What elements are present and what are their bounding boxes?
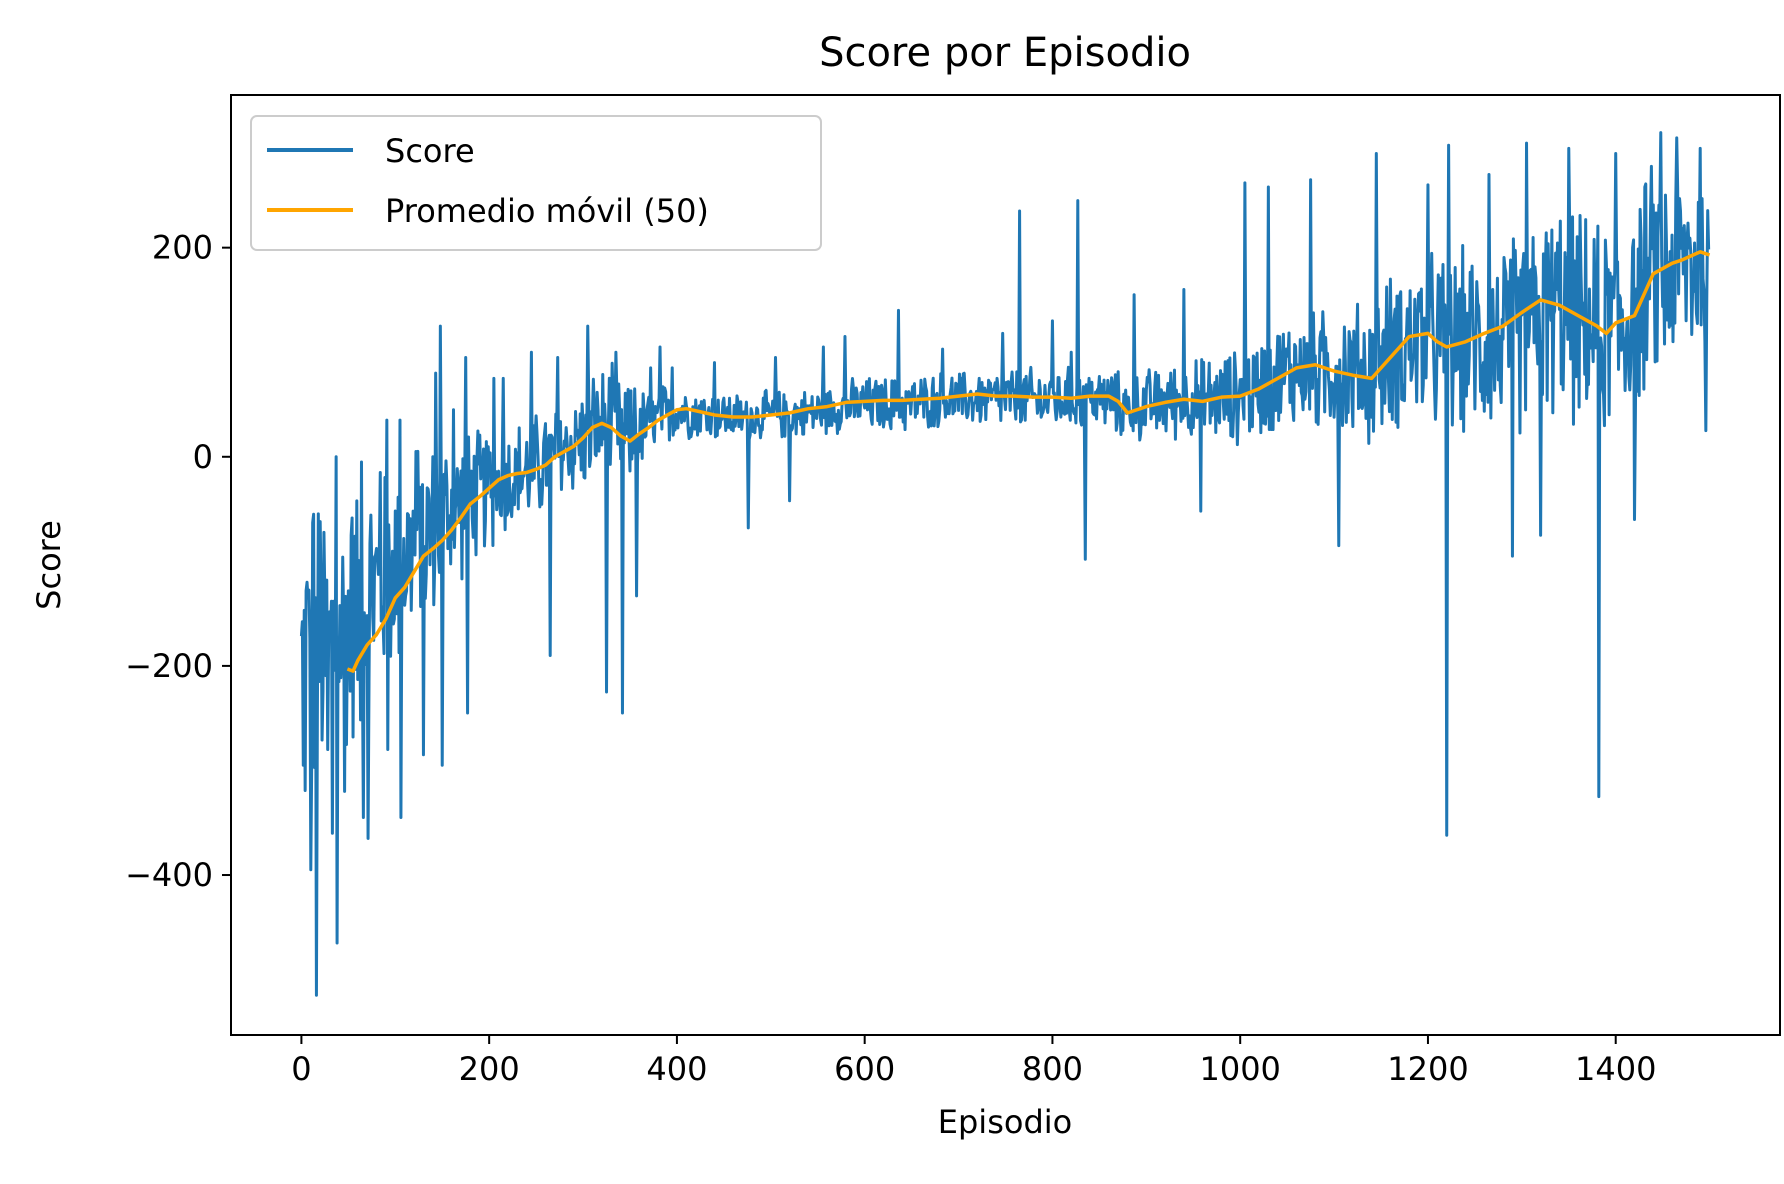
x-tick-label: 600 [834,1050,895,1088]
legend: Score Promedio móvil (50) [250,115,822,251]
legend-label-moving-average: Promedio móvil (50) [385,192,709,230]
x-tick-label: 200 [459,1050,520,1088]
y-tick-label: −200 [125,647,213,685]
series-line-score [299,131,1711,997]
x-tick-label: 1200 [1387,1050,1468,1088]
y-axis-ticks: 200 0 −200 −400 [125,229,231,894]
x-axis-ticks: 0 200 400 600 800 1000 1200 1400 [291,1035,1656,1088]
plot-area [231,95,1780,1035]
x-tick-label: 400 [646,1050,707,1088]
y-tick-label: −400 [125,856,213,894]
x-tick-label: 0 [291,1050,311,1088]
series-layer [299,131,1711,997]
chart-title: Score por Episodio [819,30,1191,76]
x-axis-label: Episodio [938,1103,1072,1141]
legend-label-score: Score [385,132,475,170]
plot-frame [230,94,1781,1036]
y-tick-label: 0 [193,438,213,476]
series-line-moving-average [346,250,1711,673]
y-tick-label: 200 [152,229,213,267]
legend-frame [250,115,822,251]
y-axis-label: Score [30,520,68,610]
x-tick-label: 1000 [1199,1050,1280,1088]
x-tick-label: 1400 [1575,1050,1656,1088]
x-tick-label: 800 [1022,1050,1083,1088]
